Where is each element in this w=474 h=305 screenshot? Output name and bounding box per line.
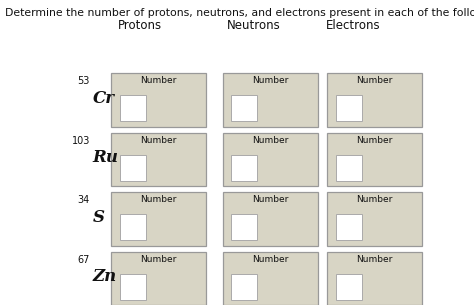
Bar <box>231 274 257 300</box>
Text: 53: 53 <box>78 76 90 86</box>
Bar <box>111 252 206 305</box>
Text: Number: Number <box>252 195 288 204</box>
Text: Number: Number <box>356 136 392 145</box>
Text: Number: Number <box>252 76 288 85</box>
Text: 103: 103 <box>72 136 90 146</box>
Bar <box>327 192 422 246</box>
Text: Number: Number <box>252 255 288 264</box>
Bar <box>111 73 206 127</box>
Text: Number: Number <box>356 76 392 85</box>
Bar <box>120 95 146 121</box>
Bar <box>120 214 146 240</box>
Bar <box>336 95 362 121</box>
Bar <box>327 252 422 305</box>
Text: Number: Number <box>141 255 177 264</box>
Text: Number: Number <box>141 136 177 145</box>
Bar <box>111 133 206 186</box>
Text: Number: Number <box>356 255 392 264</box>
Text: Protons: Protons <box>118 19 162 32</box>
Bar <box>327 133 422 186</box>
Bar <box>120 274 146 300</box>
Bar <box>223 252 318 305</box>
Text: 67: 67 <box>78 255 90 264</box>
Bar <box>336 274 362 300</box>
Bar <box>223 133 318 186</box>
Bar <box>120 155 146 181</box>
Bar <box>223 73 318 127</box>
Bar <box>111 192 206 246</box>
Text: Number: Number <box>141 76 177 85</box>
Bar <box>336 155 362 181</box>
Bar <box>231 214 257 240</box>
Text: Zn: Zn <box>92 268 117 285</box>
Text: Electrons: Electrons <box>326 19 381 32</box>
Bar <box>336 214 362 240</box>
Text: 34: 34 <box>78 195 90 205</box>
Bar <box>223 192 318 246</box>
Text: Determine the number of protons, neutrons, and electrons present in each of the : Determine the number of protons, neutron… <box>5 8 474 18</box>
Bar <box>231 95 257 121</box>
Text: S: S <box>92 209 104 226</box>
Text: Neutrons: Neutrons <box>227 19 281 32</box>
Text: Number: Number <box>356 195 392 204</box>
Text: Ru: Ru <box>92 149 118 166</box>
Text: Number: Number <box>252 136 288 145</box>
Bar <box>231 155 257 181</box>
Bar <box>327 73 422 127</box>
Text: Cr: Cr <box>92 90 114 107</box>
Text: Number: Number <box>141 195 177 204</box>
